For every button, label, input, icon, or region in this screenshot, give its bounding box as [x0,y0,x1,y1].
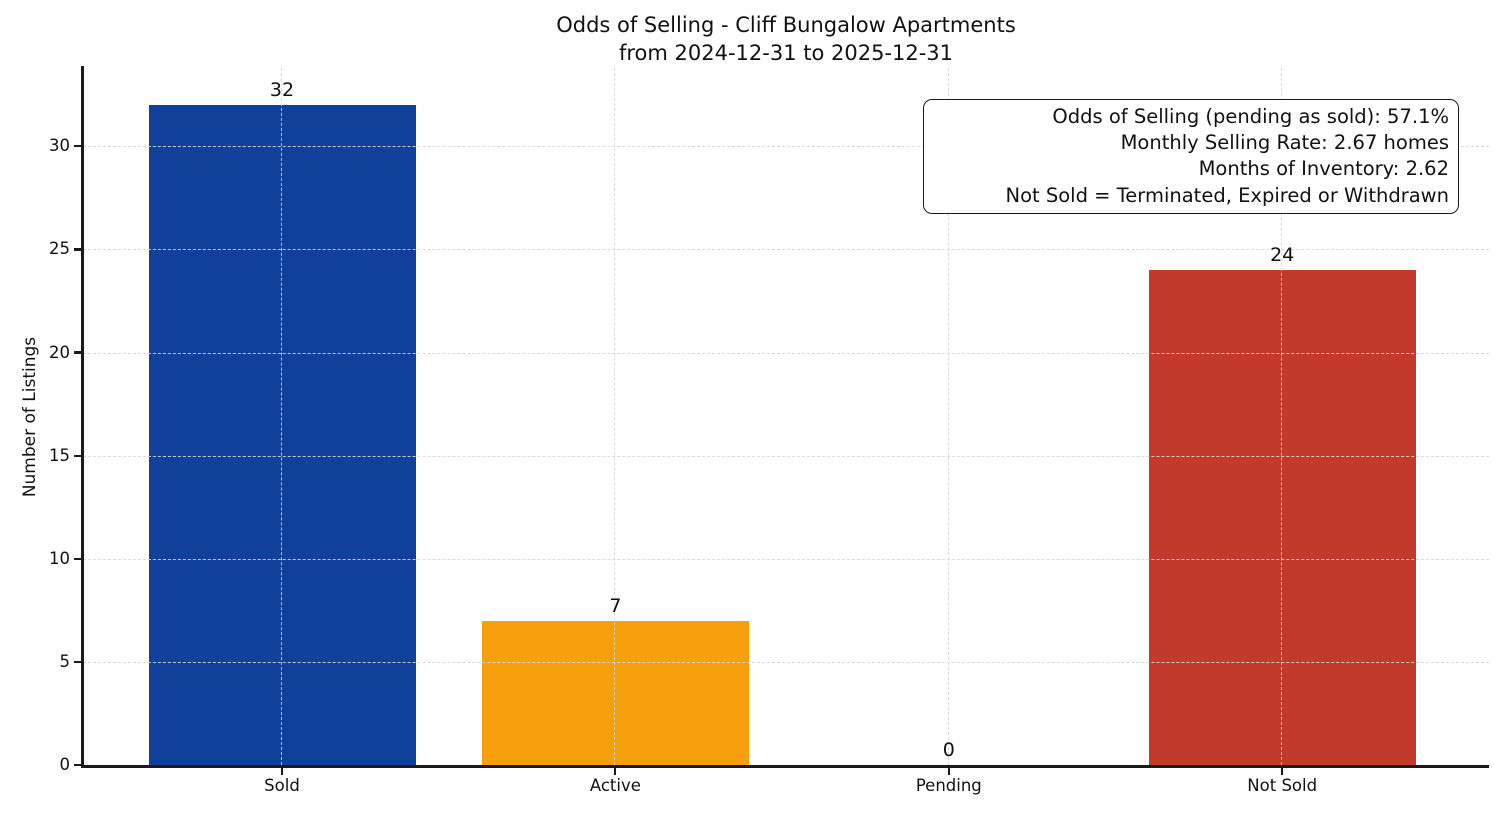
x-tick-mark [614,767,617,775]
x-tick-label-sold: Sold [264,776,300,795]
x-tick-label-pending: Pending [915,776,982,795]
y-tick-mark [74,763,81,767]
chart-title-line2: from 2024-12-31 to 2025-12-31 [618,41,954,65]
y-tick-label: 30 [49,136,70,156]
chart-title: Odds of Selling - Cliff Bungalow Apartme… [83,11,1489,67]
bar-value-label-active: 7 [609,594,622,617]
y-tick-label: 10 [49,548,70,568]
chart-title-line1: Odds of Selling - Cliff Bungalow Apartme… [556,13,1016,37]
y-tick-label: 5 [59,651,71,671]
bar-not-sold [1148,270,1416,765]
y-axis-spine [81,66,84,767]
bar-value-label-sold: 32 [269,79,295,102]
plot-area [83,68,1489,765]
x-tick-mark [280,767,284,775]
bar-sold [148,105,416,765]
annotation-inventory-line: Months of Inventory: 2.62 [1198,157,1449,181]
y-tick-mark [74,145,81,148]
bar-value-label-pending: 0 [942,739,955,761]
bar-value-label-not-sold: 24 [1270,244,1295,267]
y-tick-mark [74,351,81,354]
annotation-odds-line: Odds of Selling (pending as sold): 57.1% [1052,105,1449,128]
y-tick-mark [74,557,81,560]
stats-annotation-box: Odds of Selling (pending as sold): 57.1%… [923,99,1459,214]
y-tick-label: 20 [49,342,70,362]
y-tick-mark [74,660,81,663]
annotation-rate-line: Monthly Selling Rate: 2.67 homes [1120,131,1449,155]
y-tick-mark [74,248,81,251]
bar-active [481,620,749,765]
y-tick-label: 0 [59,755,71,774]
x-axis-spine [81,765,1489,768]
y-tick-label: 25 [49,239,70,259]
x-tick-mark [1281,767,1284,775]
y-tick-label: 15 [49,445,70,465]
x-tick-label-active: Active [589,776,641,795]
y-tick-mark [74,454,81,457]
annotation-notsold-line: Not Sold = Terminated, Expired or Withdr… [1005,183,1449,207]
x-tick-mark [947,767,950,775]
x-tick-label-not-sold: Not Sold [1247,776,1318,795]
